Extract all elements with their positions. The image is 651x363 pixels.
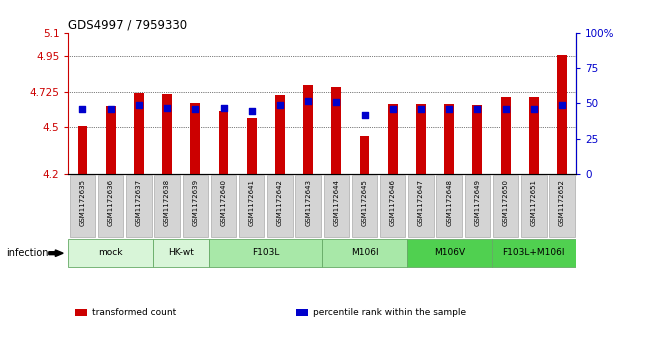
- Text: percentile rank within the sample: percentile rank within the sample: [313, 308, 466, 317]
- Point: [331, 99, 342, 105]
- Point: [105, 106, 116, 112]
- Bar: [247, 118, 256, 174]
- FancyBboxPatch shape: [68, 239, 153, 267]
- Text: HK-wt: HK-wt: [168, 248, 194, 257]
- Text: GSM1172644: GSM1172644: [333, 179, 339, 226]
- FancyBboxPatch shape: [296, 175, 321, 237]
- FancyBboxPatch shape: [436, 175, 462, 237]
- Text: GSM1172643: GSM1172643: [305, 179, 311, 226]
- Text: infection: infection: [7, 248, 49, 258]
- FancyBboxPatch shape: [210, 239, 322, 267]
- FancyBboxPatch shape: [549, 175, 575, 237]
- Bar: [134, 93, 144, 174]
- FancyBboxPatch shape: [70, 175, 95, 237]
- Text: GSM1172640: GSM1172640: [221, 179, 227, 226]
- FancyBboxPatch shape: [408, 175, 434, 237]
- Point: [387, 106, 398, 112]
- FancyBboxPatch shape: [352, 175, 378, 237]
- Text: GSM1172645: GSM1172645: [361, 179, 368, 226]
- Bar: [303, 85, 313, 174]
- Text: GSM1172636: GSM1172636: [107, 179, 114, 227]
- FancyBboxPatch shape: [182, 175, 208, 237]
- Text: GSM1172642: GSM1172642: [277, 179, 283, 226]
- Point: [133, 102, 144, 108]
- Bar: [77, 126, 87, 174]
- Text: transformed count: transformed count: [92, 308, 176, 317]
- Bar: [416, 104, 426, 174]
- Text: GSM1172646: GSM1172646: [390, 179, 396, 226]
- FancyBboxPatch shape: [492, 239, 576, 267]
- Bar: [529, 97, 539, 174]
- Point: [557, 102, 567, 108]
- Bar: [331, 87, 341, 174]
- Point: [162, 105, 173, 111]
- Text: GSM1172648: GSM1172648: [446, 179, 452, 226]
- Text: M106V: M106V: [434, 248, 465, 257]
- Point: [77, 106, 88, 112]
- Bar: [219, 111, 229, 174]
- Point: [218, 105, 229, 111]
- Point: [303, 98, 313, 103]
- FancyBboxPatch shape: [465, 175, 490, 237]
- Point: [275, 102, 285, 108]
- Text: M106I: M106I: [351, 248, 378, 257]
- Point: [472, 106, 482, 112]
- Bar: [105, 106, 116, 174]
- FancyBboxPatch shape: [153, 239, 210, 267]
- Text: GSM1172637: GSM1172637: [136, 179, 142, 227]
- FancyBboxPatch shape: [380, 175, 406, 237]
- Point: [529, 106, 539, 112]
- Text: GSM1172647: GSM1172647: [418, 179, 424, 226]
- Text: GSM1172639: GSM1172639: [192, 179, 199, 227]
- FancyBboxPatch shape: [126, 175, 152, 237]
- Text: GSM1172649: GSM1172649: [475, 179, 480, 226]
- FancyBboxPatch shape: [324, 175, 349, 237]
- Point: [247, 108, 257, 114]
- Text: F103L+M106I: F103L+M106I: [503, 248, 565, 257]
- Bar: [557, 56, 567, 174]
- FancyBboxPatch shape: [407, 239, 492, 267]
- FancyBboxPatch shape: [154, 175, 180, 237]
- Point: [359, 112, 370, 118]
- Text: GDS4997 / 7959330: GDS4997 / 7959330: [68, 19, 187, 32]
- Text: GSM1172651: GSM1172651: [531, 179, 537, 226]
- Bar: [275, 95, 285, 174]
- Text: F103L: F103L: [252, 248, 279, 257]
- Bar: [501, 97, 510, 174]
- Point: [501, 106, 511, 112]
- FancyBboxPatch shape: [267, 175, 293, 237]
- Bar: [162, 94, 172, 174]
- Point: [444, 106, 454, 112]
- Bar: [190, 103, 201, 174]
- Text: mock: mock: [98, 248, 123, 257]
- FancyBboxPatch shape: [211, 175, 236, 237]
- Text: GSM1172638: GSM1172638: [164, 179, 170, 227]
- FancyBboxPatch shape: [98, 175, 124, 237]
- Point: [416, 106, 426, 112]
- Text: GSM1172635: GSM1172635: [79, 179, 85, 226]
- Bar: [473, 105, 482, 174]
- FancyBboxPatch shape: [493, 175, 518, 237]
- FancyBboxPatch shape: [521, 175, 547, 237]
- Text: GSM1172641: GSM1172641: [249, 179, 255, 226]
- FancyBboxPatch shape: [239, 175, 264, 237]
- Text: GSM1172650: GSM1172650: [503, 179, 508, 226]
- Bar: [444, 104, 454, 174]
- FancyBboxPatch shape: [322, 239, 407, 267]
- Text: GSM1172652: GSM1172652: [559, 179, 565, 226]
- Bar: [359, 136, 370, 174]
- Point: [190, 106, 201, 112]
- Bar: [388, 104, 398, 174]
